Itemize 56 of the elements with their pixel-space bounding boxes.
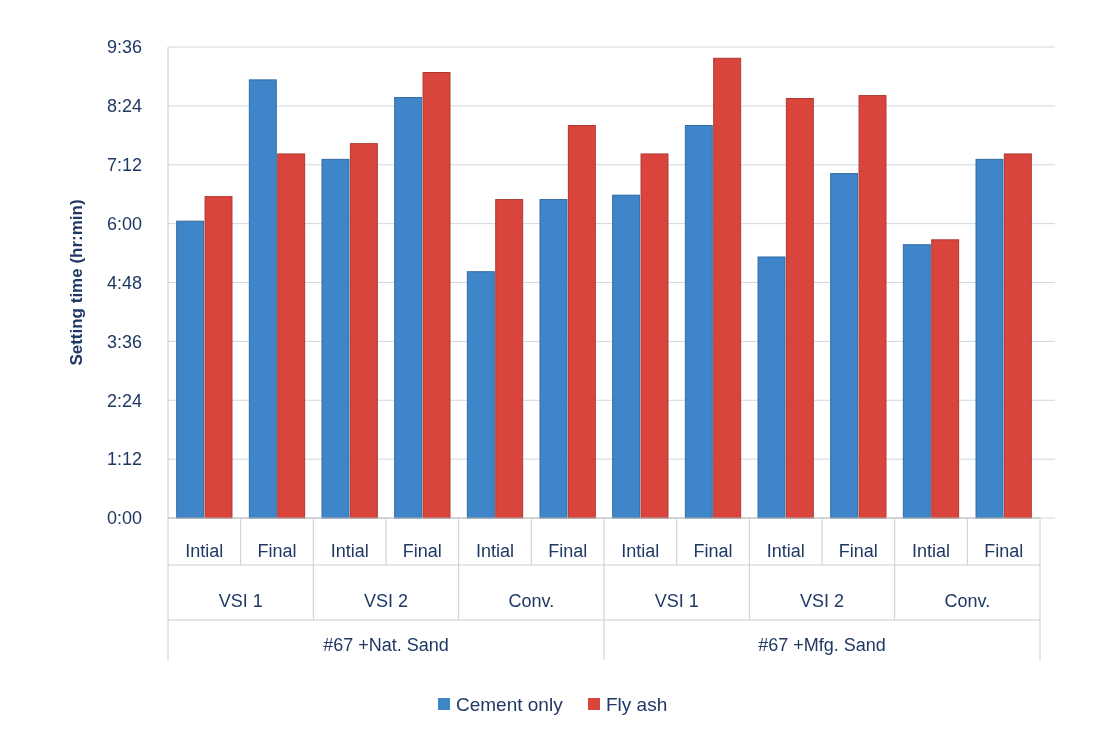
bar (277, 153, 306, 519)
text: #67 +Nat. Sand (323, 635, 449, 655)
bar (785, 98, 814, 519)
bar (858, 95, 887, 519)
y-tick-label: 4:48 (106, 272, 142, 293)
x-tick-label: Intial (330, 541, 369, 561)
bar (539, 199, 568, 519)
y-tick-label: 8:24 (106, 96, 142, 117)
bar (567, 125, 596, 519)
text: Conv. (508, 591, 555, 611)
x-tick-label: Final (548, 541, 588, 561)
x-tick-label: Final (984, 541, 1024, 561)
bar (321, 158, 350, 519)
bar (640, 153, 669, 519)
bar (466, 271, 495, 519)
y-tick-label: 1:12 (106, 449, 142, 470)
x-tick-label: Final (838, 541, 878, 561)
legend-label: Cement only (456, 694, 564, 715)
bar (176, 220, 205, 519)
y-tick-label: 0:00 (106, 508, 142, 529)
x-tick-label: Intial (621, 541, 660, 561)
text: VSI 1 (654, 591, 699, 611)
bar (349, 143, 378, 519)
bar (204, 196, 233, 519)
x-tick-label: Final (402, 541, 442, 561)
bar (248, 79, 277, 519)
text: VSI 2 (363, 591, 409, 611)
y-tick-label: 6:00 (106, 213, 142, 234)
bar (684, 125, 713, 519)
bar (612, 194, 641, 519)
y-tick-label: 2:24 (106, 390, 142, 411)
bar (830, 173, 859, 519)
bar (902, 244, 931, 519)
y-tick-label: 7:12 (106, 155, 142, 176)
y-tick-label: 3:36 (106, 331, 142, 352)
bar (495, 199, 524, 519)
bar (394, 97, 423, 519)
bar (931, 239, 960, 519)
x-tick-label: Final (693, 541, 733, 561)
x-tick-label: Intial (766, 541, 805, 561)
legend-label: Fly ash (606, 694, 668, 715)
bar (713, 57, 742, 519)
bar (1003, 153, 1032, 519)
y-tick-label: 9:36 (106, 37, 142, 58)
text: #67 +Mfg. Sand (758, 635, 886, 655)
text: VSI 2 (799, 591, 845, 611)
bar (757, 256, 786, 519)
x-tick-label: Intial (185, 541, 224, 561)
x-tick-label: Intial (911, 541, 951, 561)
y-axis-title: Setting time (hr:min) (67, 199, 86, 366)
text: Conv. (944, 591, 991, 611)
x-tick-label: Final (257, 541, 297, 561)
bar (975, 158, 1004, 519)
text: VSI 1 (218, 591, 263, 611)
x-tick-label: Intial (475, 541, 515, 561)
bar (422, 72, 451, 519)
